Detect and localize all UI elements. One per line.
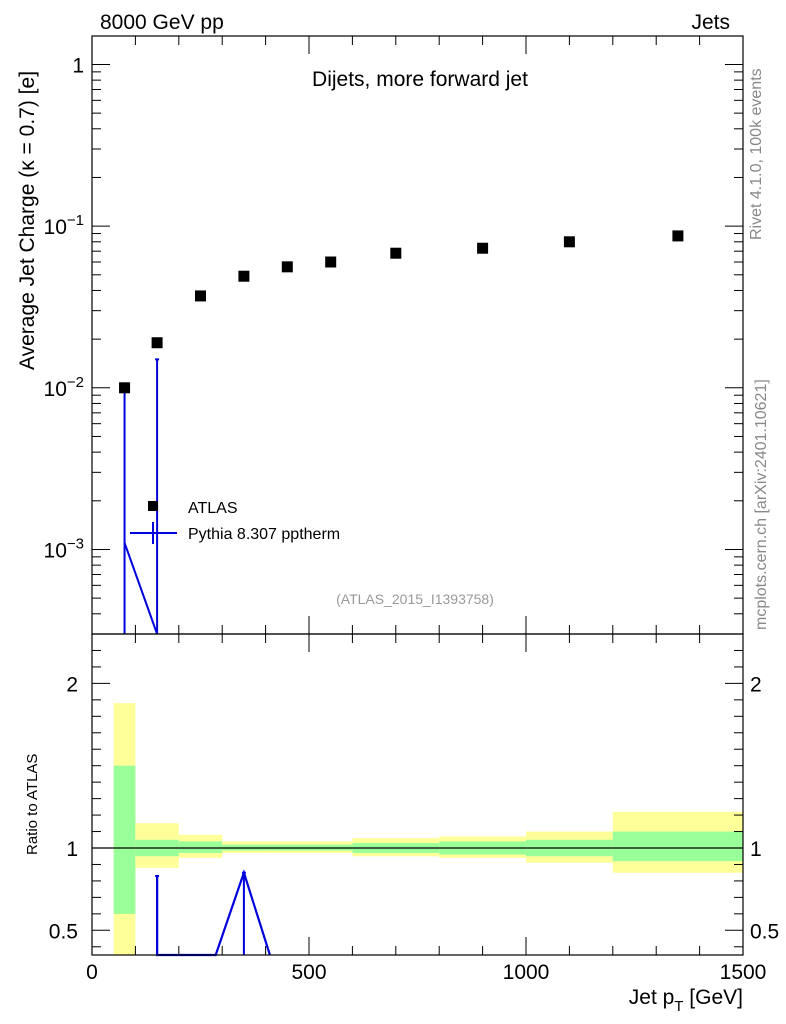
pythia-line — [123, 542, 159, 635]
main-y-tick-label: 10−3 — [44, 535, 84, 562]
ratio-uncertainty-band-inner — [612, 831, 743, 862]
atlas-data-point — [119, 382, 131, 394]
atlas-data-point — [672, 230, 684, 242]
analysis-id-label: (ATLAS_2015_I1393758) — [336, 591, 494, 607]
energy-label: 8000 GeV pp — [100, 11, 224, 34]
atlas-data-point — [151, 337, 163, 349]
legend-atlas-marker — [148, 501, 158, 511]
ratio-y-tick-label-left: 1 — [66, 838, 78, 861]
main-y-tick-label-exponent: −1 — [67, 212, 84, 229]
atlas-data-point — [563, 236, 575, 248]
ratio-y-tick-label-right: 2 — [750, 673, 762, 696]
ratio-y-tick-label-left: 0.5 — [49, 920, 78, 943]
main-y-tick-label: 10−2 — [44, 374, 84, 401]
x-tick-label: 500 — [291, 961, 326, 984]
ratio-y-tick-label-right: 0.5 — [750, 920, 779, 943]
mcplots-reference-label: mcplots.cern.ch [arXiv:2401.10621] — [753, 379, 770, 630]
main-y-tick-label: 1 — [72, 54, 84, 77]
atlas-data-point — [390, 247, 402, 259]
x-axis-title-unit: [GeV] — [683, 986, 743, 1009]
rivet-version-label: Rivet 4.1.0, 100k events — [748, 68, 765, 240]
ratio-y-tick-label-right: 1 — [750, 838, 762, 861]
x-tick-label: 1500 — [720, 961, 767, 984]
main-y-tick-label-exponent: −3 — [67, 535, 84, 552]
main-y-tick-label-mantissa: 1 — [72, 54, 84, 77]
atlas-data-point — [195, 290, 206, 302]
x-axis-title-main: Jet p — [629, 986, 675, 1009]
main-y-tick-label-mantissa: 10 — [44, 539, 67, 562]
x-tick-label: 1000 — [503, 961, 550, 984]
atlas-data-point — [238, 270, 250, 282]
atlas-data-point — [477, 242, 489, 254]
main-y-tick-label: 10−1 — [44, 212, 84, 239]
ratio-y-axis-title: Ratio to ATLAS — [24, 754, 41, 855]
x-axis-title-subscript: T — [674, 998, 683, 1015]
atlas-data-point — [281, 261, 293, 273]
legend-atlas-label: ATLAS — [188, 500, 238, 517]
ratio-plot-frame — [91, 633, 744, 956]
main-y-tick-label-exponent: −2 — [67, 374, 84, 391]
main-y-tick-label-mantissa: 10 — [44, 216, 67, 239]
y-axis-title: Average Jet Charge (κ = 0.7) [e] — [16, 71, 39, 370]
process-label: Jets — [691, 11, 730, 34]
atlas-data-point — [325, 256, 337, 268]
ratio-uncertainty-band-inner — [113, 765, 136, 914]
legend-pythia-label: Pythia 8.307 pptherm — [188, 526, 340, 543]
x-axis-title: Jet pT [GeV] — [629, 986, 743, 1015]
main-y-tick-label-mantissa: 10 — [44, 378, 67, 401]
x-tick-label: 0 — [86, 961, 98, 984]
legend: ATLAS Pythia 8.307 pptherm — [130, 500, 340, 544]
main-title: Dijets, more forward jet — [312, 68, 528, 91]
ratio-uncertainty-band-inner — [178, 841, 223, 853]
ratio-y-tick-label-left: 2 — [66, 673, 78, 696]
